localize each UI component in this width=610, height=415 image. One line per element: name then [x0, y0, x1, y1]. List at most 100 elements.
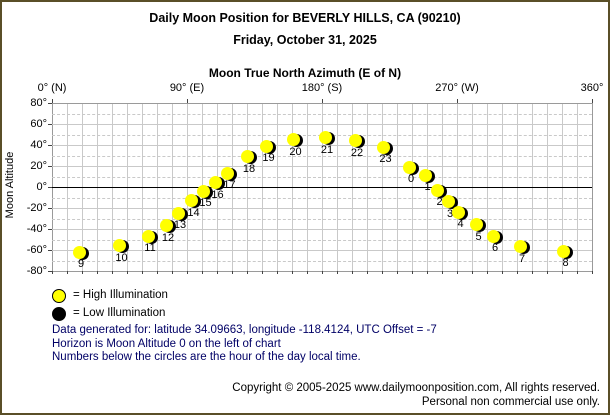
- bottom-axis-tick: [427, 271, 428, 274]
- grid-line-horizontal: [52, 229, 592, 230]
- hour-label: 21: [320, 143, 334, 156]
- x-tick-label: 180° (S): [301, 82, 343, 94]
- bottom-axis-tick: [112, 271, 113, 274]
- grid-line-horizontal: [52, 208, 592, 209]
- moon-point-icon: [318, 131, 332, 145]
- note-hours: Numbers below the circles are the hour o…: [52, 351, 361, 363]
- moon-point-icon: [209, 176, 222, 190]
- grid-line-horizontal: [52, 124, 592, 125]
- x-tick-label: 0° (N): [37, 82, 67, 94]
- hour-label: 1: [424, 181, 431, 194]
- moon-point-icon: [452, 205, 465, 219]
- x-axis-tick: [322, 99, 323, 103]
- hour-label: 11: [144, 242, 156, 255]
- low-illumination-icon: [52, 307, 66, 321]
- bottom-axis-tick: [412, 271, 413, 274]
- bottom-axis-tick: [367, 271, 368, 274]
- hour-label: 20: [289, 145, 302, 158]
- moon-point-icon: [513, 240, 527, 254]
- y-axis-tick: [48, 103, 52, 104]
- bottom-axis-tick: [577, 271, 578, 274]
- bottom-axis-tick: [262, 271, 263, 274]
- bottom-axis-tick: [172, 271, 173, 274]
- bottom-axis-tick: [292, 271, 293, 274]
- moon-point-icon: [171, 206, 185, 220]
- hour-label: 6: [491, 242, 499, 255]
- y-tick-label: -20°: [26, 202, 47, 214]
- grid-line-horizontal: [52, 250, 592, 251]
- bottom-axis-tick: [562, 271, 563, 274]
- hour-label: 12: [161, 231, 175, 244]
- hour-label: 19: [262, 152, 275, 165]
- y-tick-label: -80°: [26, 265, 47, 277]
- date-subtitle: Friday, October 31, 2025: [233, 33, 377, 47]
- notes-block: Data generated for: latitude 34.09663, l…: [52, 324, 437, 365]
- bottom-axis-tick: [307, 271, 308, 274]
- bottom-axis-tick: [67, 271, 68, 274]
- y-tick-label: 80°: [30, 97, 47, 109]
- y-axis-tick: [48, 208, 52, 209]
- grid-line-horizontal-dashed: [52, 239, 592, 241]
- footer-block: Copyright © 2005-2025 www.dailymoonposit…: [2, 381, 600, 409]
- hour-label: 17: [223, 179, 236, 192]
- bottom-axis-tick: [277, 271, 278, 274]
- hour-label: 23: [379, 153, 392, 166]
- hour-label: 3: [446, 207, 454, 220]
- hour-label: 14: [187, 206, 200, 219]
- hour-label: 16: [211, 188, 224, 201]
- bottom-axis-tick: [457, 271, 458, 274]
- copyright-text: Copyright © 2005-2025 www.dailymoonposit…: [232, 382, 600, 394]
- bottom-axis-tick: [532, 271, 533, 274]
- bottom-axis-tick: [232, 271, 233, 274]
- hour-label: 2: [436, 196, 443, 209]
- grid-line-horizontal: [52, 103, 592, 104]
- bottom-axis-tick: [337, 271, 338, 274]
- bottom-axis-tick: [547, 271, 548, 274]
- bottom-axis-tick: [127, 271, 128, 274]
- x-axis-tick: [187, 99, 188, 103]
- note-horizon: Horizon is Moon Altitude 0 on the left o…: [52, 337, 281, 350]
- bottom-axis-tick: [382, 271, 383, 274]
- moon-point-icon: [141, 229, 155, 243]
- bottom-axis-tick: [97, 271, 98, 274]
- moon-point-icon: [159, 219, 173, 233]
- grid-line-vertical: [592, 103, 593, 271]
- moon-point-icon: [72, 245, 86, 259]
- grid-line-horizontal-dashed: [52, 260, 592, 262]
- bottom-axis-tick: [517, 271, 518, 274]
- moon-point-icon: [185, 194, 198, 208]
- y-axis-tick: [48, 124, 52, 125]
- bottom-axis-tick: [592, 271, 593, 274]
- chart-title: Moon True North Azimuth (E of N): [208, 66, 402, 80]
- x-axis-tick: [592, 99, 593, 103]
- bottom-axis-tick: [322, 271, 323, 274]
- grid-line-horizontal: [52, 145, 592, 146]
- bottom-axis-tick: [442, 271, 443, 274]
- grid-line-horizontal: [52, 166, 592, 167]
- moon-point-icon: [348, 134, 362, 148]
- bottom-axis-tick: [487, 271, 488, 274]
- moon-point-icon: [197, 184, 210, 198]
- moon-point-icon: [377, 140, 390, 154]
- hour-label: 5: [475, 230, 482, 243]
- hour-label: 9: [77, 258, 85, 271]
- y-tick-label: 20°: [30, 160, 47, 172]
- bottom-axis-tick: [397, 271, 398, 274]
- y-tick-label: -60°: [26, 244, 47, 256]
- moon-point-icon: [470, 218, 483, 232]
- hour-label: 8: [562, 257, 569, 270]
- bottom-axis-tick: [472, 271, 473, 274]
- moon-point-icon: [402, 160, 416, 174]
- moon-point-icon: [441, 195, 455, 209]
- bottom-axis-tick: [82, 271, 83, 274]
- bottom-axis-tick: [142, 271, 143, 274]
- y-axis-tick: [48, 250, 52, 251]
- moon-point-icon: [260, 139, 273, 153]
- x-tick-label: 90° (E): [169, 82, 205, 94]
- x-axis-tick: [457, 99, 458, 103]
- bottom-axis-tick: [502, 271, 503, 274]
- hour-label: 13: [173, 219, 187, 232]
- bottom-axis-tick: [157, 271, 158, 274]
- hour-label: 10: [115, 251, 128, 264]
- hour-label: 7: [518, 252, 526, 265]
